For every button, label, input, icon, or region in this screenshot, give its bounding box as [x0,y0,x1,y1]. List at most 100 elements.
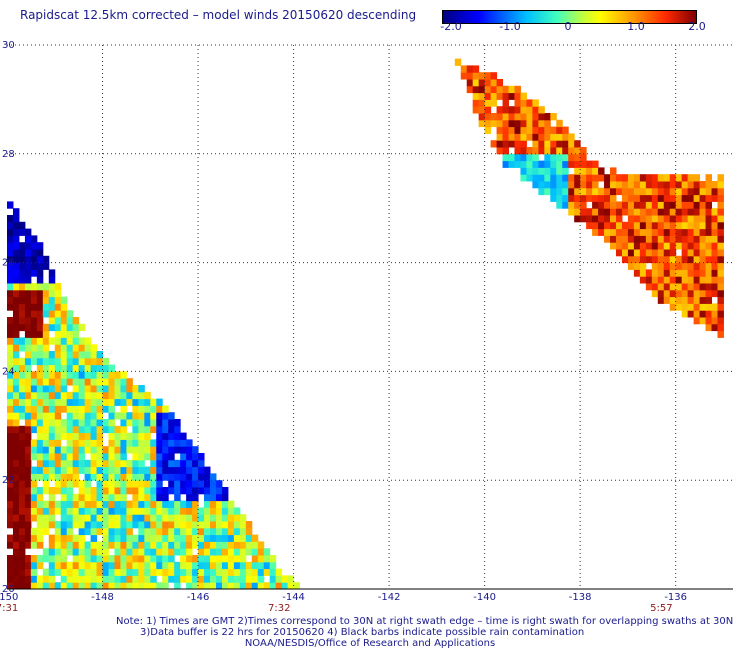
wind-cell [526,167,533,175]
wind-cell [198,521,205,529]
wind-cell [60,514,68,522]
wind-cell [198,534,205,542]
wind-cell [102,378,109,386]
wind-cell [42,527,50,536]
wind-cell [54,310,62,318]
wind-cell [245,541,253,549]
wind-cell [711,181,718,189]
wind-cell [84,466,92,474]
wind-cell [598,174,605,182]
wind-cell [711,303,718,311]
wind-cell [90,398,98,406]
wind-cell [7,221,14,230]
wind-cell [60,398,68,406]
wind-cell [454,58,462,66]
wind-cell [48,357,56,366]
wind-cell [639,181,647,189]
wind-cell [132,425,139,434]
wind-cell [54,459,62,468]
wind-cell [520,126,527,134]
wind-cell [693,249,701,257]
wind-cell [120,466,127,474]
wind-cell [693,187,701,196]
wind-cell [48,541,56,549]
wind-cell [84,378,92,386]
wind-cell [502,113,510,121]
wind-cell [84,337,92,345]
wind-cell [496,147,504,155]
wind-cell [72,357,80,366]
wind-cell [490,92,498,100]
wind-cell [138,534,145,542]
wind-cell [72,337,80,345]
wind-cell [102,385,109,393]
wind-cell [227,527,235,536]
wind-cell [198,527,205,536]
x-tick-label: -150 [0,592,18,603]
wind-cell [54,351,62,359]
wind-cell [186,473,193,481]
wind-cell [251,568,259,576]
wind-cell [687,249,695,257]
wind-cell [90,507,98,515]
wind-difference-cells [7,58,724,590]
wind-cell [48,412,56,420]
wind-cell [610,228,617,236]
wind-cell [663,296,671,304]
wind-cell [711,283,718,291]
wind-cell [675,201,683,209]
wind-cell [132,541,139,549]
wind-cell [610,201,617,209]
wind-cell [72,466,80,474]
wind-cell [66,473,74,481]
wind-cell [126,487,133,495]
wind-cell [180,541,187,549]
wind-cell [621,255,629,264]
wind-cell [42,262,50,270]
wind-cell [66,582,74,590]
wind-cell [138,555,145,563]
wind-cell [144,568,151,576]
wind-cell [108,364,115,372]
wind-cell [36,582,44,590]
wind-cell [657,208,665,216]
wind-cell [162,500,169,508]
wind-cell [42,385,50,393]
wind-cell [168,412,175,420]
wind-cell [54,364,62,372]
wind-cell [36,262,44,270]
wind-cell [126,378,133,386]
wind-cell [532,133,539,141]
wind-cell [84,419,92,427]
wind-cell [520,153,527,162]
wind-cell [627,221,635,230]
wind-cell [18,439,26,447]
wind-cell [663,242,671,250]
wind-cell [251,582,259,590]
wind-cell [180,561,187,570]
wind-cell [132,453,139,461]
wind-cell [538,160,545,168]
wind-cell [54,466,62,474]
wind-cell [7,378,14,386]
wind-cell [30,317,38,325]
wind-cell [687,194,695,202]
wind-cell [96,357,104,366]
wind-cell [538,119,545,128]
wind-cell [12,419,20,427]
wind-cell [36,337,44,345]
wind-cell [24,480,32,488]
wind-cell [174,507,181,515]
wind-cell [24,330,32,338]
wind-cell [36,555,44,563]
wind-cell [592,208,599,216]
wind-cell [42,500,50,508]
wind-cell [162,575,169,583]
wind-cell [12,453,20,461]
wind-cell [24,337,32,345]
wind-cell [18,466,26,474]
wind-cell [633,228,641,236]
wind-cell [30,344,38,352]
wind-cell [168,507,175,515]
wind-cell [66,357,74,366]
